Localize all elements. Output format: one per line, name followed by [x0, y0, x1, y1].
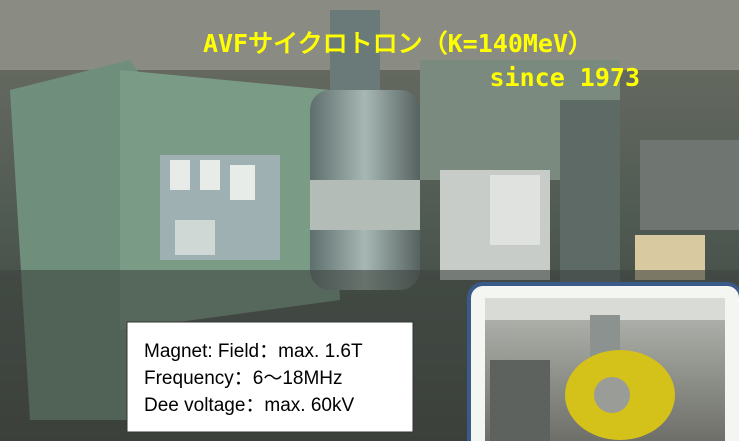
- subtitle: since 1973: [489, 63, 640, 92]
- inset-rack: [490, 360, 550, 441]
- panel-box: [175, 220, 215, 255]
- photo-slide: AVFサイクロトロン（K=140MeV） since 1973 Magnet: …: [0, 0, 739, 441]
- inset-flange: [594, 377, 630, 413]
- spec-line: Dee voltage：max. 60kV: [144, 395, 354, 416]
- panel-box: [230, 165, 255, 200]
- rf-tank-band: [310, 180, 420, 230]
- equipment: [640, 140, 739, 230]
- spec-line: Magnet: Field：max. 1.6T: [144, 341, 363, 362]
- panel-box: [170, 160, 190, 190]
- page: AVFサイクロトロン（K=140MeV） since 1973 Magnet: …: [0, 0, 739, 441]
- spec-line: Frequency：6～18MHz: [144, 368, 343, 389]
- title: AVFサイクロトロン（K=140MeV）: [203, 29, 593, 58]
- cabinet-door: [490, 175, 540, 245]
- panel-box: [200, 160, 220, 190]
